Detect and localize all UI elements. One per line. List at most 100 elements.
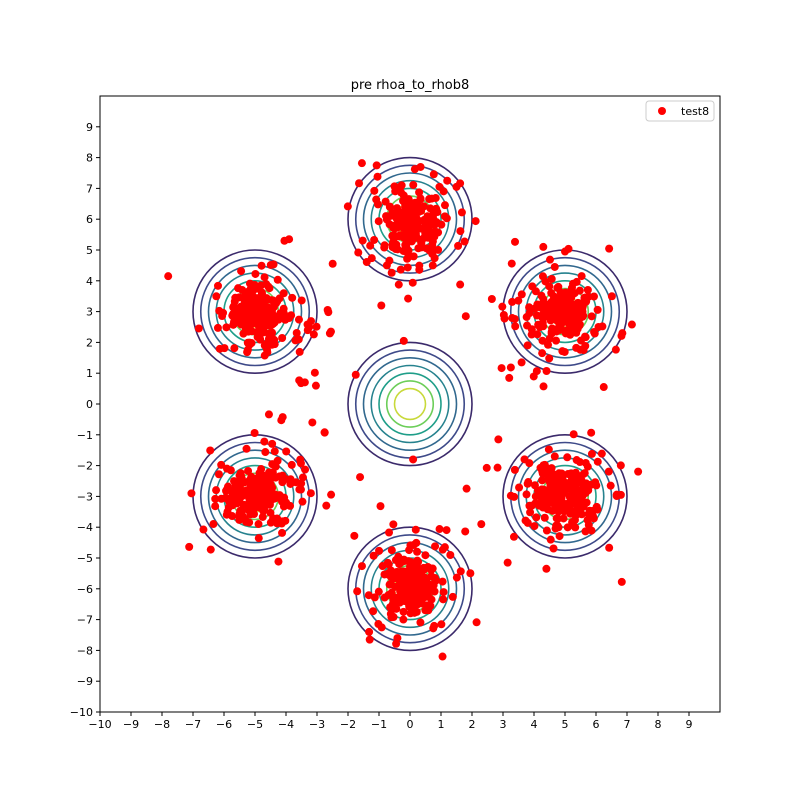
- scatter-point: [385, 528, 394, 537]
- scatter-point: [457, 208, 466, 217]
- scatter-point: [547, 314, 556, 323]
- scatter-point: [187, 489, 196, 498]
- scatter-point: [244, 466, 253, 475]
- scatter-point: [412, 538, 421, 547]
- scatter-point: [274, 557, 283, 566]
- scatter-point: [597, 449, 606, 458]
- scatter-point: [523, 479, 532, 488]
- scatter-point: [438, 652, 447, 661]
- scatter-point: [394, 221, 403, 230]
- scatter-point: [538, 272, 547, 281]
- scatter-point: [261, 314, 270, 323]
- scatter-point: [506, 363, 515, 372]
- scatter-point: [439, 187, 448, 196]
- scatter-point: [583, 285, 592, 294]
- scatter-point: [531, 499, 540, 508]
- contour-ring: [517, 449, 613, 544]
- scatter-point: [456, 280, 465, 289]
- scatter-point: [235, 293, 244, 302]
- scatter-point: [258, 512, 267, 521]
- scatter-point: [532, 367, 541, 376]
- scatter-point: [403, 263, 412, 272]
- legend: test8: [645, 100, 715, 122]
- scatter-point: [260, 273, 269, 282]
- scatter-point: [209, 520, 218, 529]
- x-tick-label: −9: [123, 718, 139, 731]
- scatter-point: [380, 593, 389, 602]
- scatter-point: [365, 635, 374, 644]
- contour-ring: [378, 372, 442, 436]
- scatter-point: [581, 458, 590, 467]
- scatter-point: [428, 564, 437, 573]
- scatter-point: [328, 259, 337, 268]
- scatter-point: [380, 243, 389, 252]
- scatter-point: [427, 572, 436, 581]
- contour-ring: [393, 387, 427, 421]
- scatter-point: [547, 274, 556, 283]
- scatter-point: [230, 344, 239, 353]
- scatter-point: [550, 262, 559, 271]
- scatter-point: [532, 311, 541, 320]
- scatter-point: [311, 381, 320, 390]
- scatter-point: [556, 323, 565, 332]
- scatter-point: [541, 501, 550, 510]
- scatter-point: [461, 527, 470, 536]
- scatter-point: [569, 430, 578, 439]
- scatter-point: [482, 463, 491, 472]
- scatter-point: [312, 322, 321, 331]
- scatter-point: [287, 460, 296, 469]
- scatter-point: [577, 272, 586, 281]
- scatter-point: [258, 328, 267, 337]
- scatter-point: [257, 308, 266, 317]
- scatter-point: [452, 573, 461, 582]
- scatter-point: [206, 446, 215, 455]
- scatter-point: [572, 456, 581, 465]
- scatter-point: [542, 564, 551, 573]
- scatter-point: [544, 340, 553, 349]
- scatter-point: [388, 243, 397, 252]
- scatter-point: [377, 301, 386, 310]
- scatter-point: [544, 445, 553, 454]
- scatter-point: [301, 465, 310, 474]
- scatter-point: [616, 461, 625, 470]
- contour-ring: [192, 249, 318, 374]
- scatter-point: [561, 500, 570, 509]
- scatter-point: [405, 592, 414, 601]
- x-tick-label: 6: [593, 718, 600, 731]
- scatter-point: [424, 580, 433, 589]
- scatter-point: [286, 475, 295, 484]
- scatter-point: [431, 542, 440, 551]
- scatter-point: [267, 470, 276, 479]
- x-tick-label: 3: [500, 718, 507, 731]
- scatter-point: [572, 277, 581, 286]
- y-tick-label: 4: [86, 275, 93, 288]
- scatter-point: [237, 471, 246, 480]
- contour-ring: [347, 341, 473, 467]
- scatter-point: [430, 232, 439, 241]
- y-tick-label: −4: [77, 521, 93, 534]
- scatter-point: [362, 258, 371, 267]
- scatter-point: [217, 460, 226, 469]
- scatter-point: [547, 468, 556, 477]
- scatter-point: [233, 490, 242, 499]
- scatter-point: [576, 472, 585, 481]
- scatter-point: [266, 508, 275, 517]
- scatter-point: [454, 241, 463, 250]
- scatter-point: [390, 574, 399, 583]
- scatter-point: [425, 217, 434, 226]
- scatter-point: [561, 315, 570, 324]
- scatter-point: [557, 491, 566, 500]
- scatter-point: [246, 510, 255, 519]
- y-tick-label: −9: [77, 675, 93, 688]
- scatter-point: [498, 302, 507, 311]
- scatter-point: [514, 296, 523, 305]
- scatter-point: [249, 310, 258, 319]
- scatter-point: [308, 418, 317, 427]
- scatter-point: [627, 320, 636, 329]
- scatter-point: [570, 476, 579, 485]
- scatter-point: [563, 523, 572, 532]
- scatter-point: [237, 267, 246, 276]
- scatter-point: [213, 323, 222, 332]
- scatter-point: [399, 615, 408, 624]
